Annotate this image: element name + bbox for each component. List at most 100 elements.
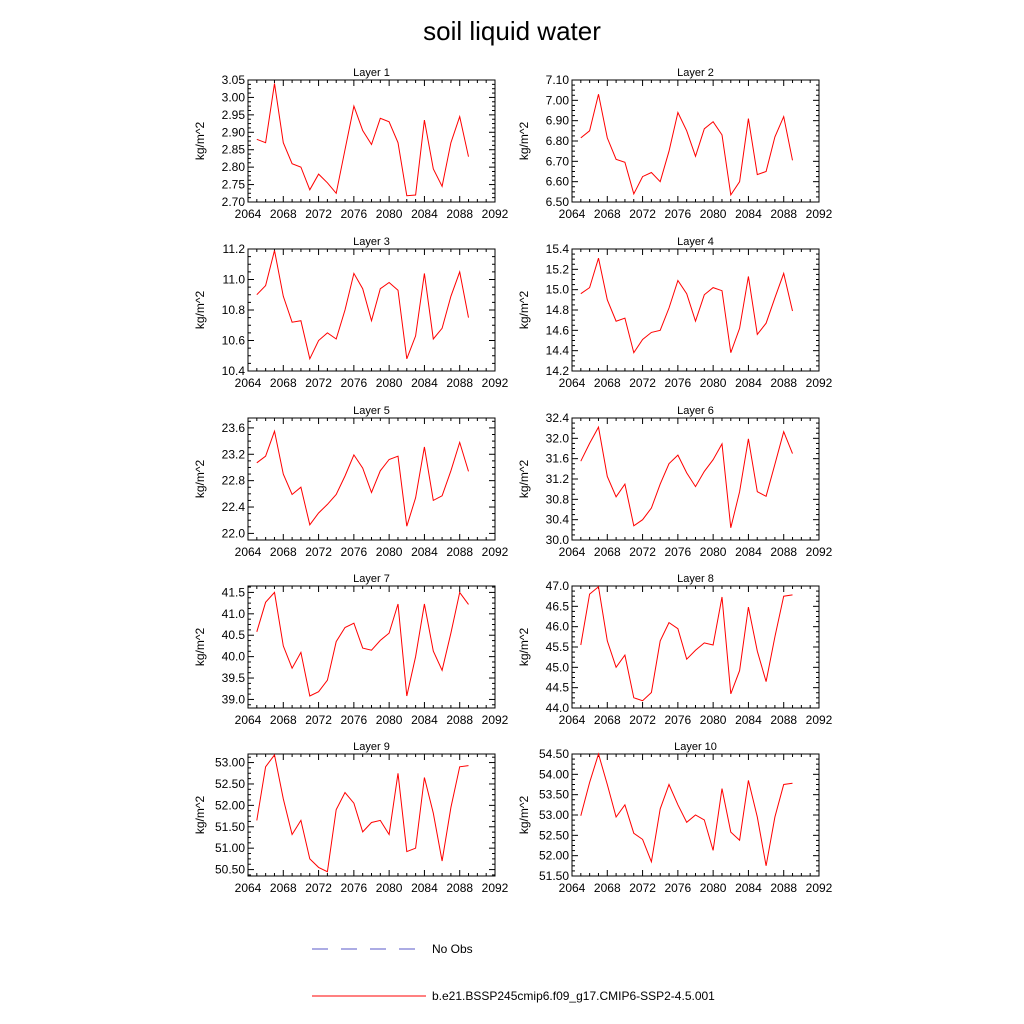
x-tick-label: 2064 [559, 713, 586, 727]
y-tick-label: 54.00 [539, 767, 569, 781]
y-axis-label: kg/m^2 [193, 122, 207, 161]
x-tick-label: 2092 [482, 207, 509, 221]
x-tick-label: 2072 [305, 881, 332, 895]
x-tick-label: 2068 [594, 207, 621, 221]
x-tick-label: 2064 [559, 881, 586, 895]
x-tick-label: 2076 [665, 713, 692, 727]
x-tick-label: 2076 [341, 207, 368, 221]
panel-layer-5: Layer 5 2064 2068 2072 2076 2080 2084 2088 2092 2… [193, 405, 509, 559]
x-tick-label: 2068 [594, 713, 621, 727]
panel-layer-8: Layer 8 2064 2068 2072 2076 2080 2084 2088 2092 4… [517, 573, 833, 727]
y-tick-label: 15.4 [546, 242, 570, 256]
y-tick-label: 7.10 [546, 73, 570, 87]
panel-layer-7: Layer 7 2064 2068 2072 2076 2080 2084 2088 2092 3… [193, 573, 509, 727]
x-tick-label: 2084 [735, 713, 762, 727]
x-tick-label: 2088 [770, 881, 797, 895]
y-tick-label: 6.80 [546, 134, 570, 148]
x-tick-label: 2068 [594, 545, 621, 559]
y-tick-label: 41.0 [222, 607, 246, 621]
y-tick-label: 53.00 [215, 756, 245, 770]
x-tick-label: 2084 [735, 881, 762, 895]
y-tick-label: 51.00 [215, 841, 245, 855]
x-tick-label: 2080 [376, 376, 403, 390]
y-tick-label: 31.2 [546, 472, 570, 486]
y-tick-label: 39.5 [222, 671, 246, 685]
y-tick-label: 2.95 [222, 108, 246, 122]
x-tick-label: 2072 [629, 713, 656, 727]
x-tick-label: 2080 [376, 881, 403, 895]
y-tick-label: 52.00 [539, 849, 569, 863]
x-tick-label: 2092 [482, 713, 509, 727]
series-line [256, 429, 469, 527]
x-tick-label: 2080 [700, 713, 727, 727]
y-tick-label: 11.0 [223, 273, 246, 287]
x-tick-label: 2084 [411, 207, 438, 221]
x-tick-label: 2088 [446, 713, 473, 727]
y-tick-label: 10.6 [222, 334, 246, 348]
x-tick-label: 2064 [235, 545, 262, 559]
x-tick-label: 2088 [770, 713, 797, 727]
x-tick-label: 2064 [559, 545, 586, 559]
series-line [580, 752, 793, 866]
y-axis-label: kg/m^2 [517, 122, 531, 161]
y-axis-label: kg/m^2 [193, 291, 207, 330]
y-tick-label: 22.4 [222, 500, 246, 514]
y-axis-label: kg/m^2 [193, 628, 207, 667]
y-tick-label: 3.00 [222, 90, 246, 104]
y-tick-label: 30.8 [546, 492, 570, 506]
panel-title: Layer 7 [353, 573, 390, 585]
series-line [256, 753, 469, 873]
x-tick-label: 2092 [806, 545, 833, 559]
x-tick-label: 2072 [629, 376, 656, 390]
y-axis-label: kg/m^2 [517, 796, 531, 835]
panel-layer-1: Layer 1 2064 2068 2072 2076 2080 2084 2088 2092 2… [193, 67, 509, 221]
x-tick-label: 2072 [629, 881, 656, 895]
x-tick-label: 2092 [806, 207, 833, 221]
x-tick-label: 2088 [446, 207, 473, 221]
y-tick-label: 44.0 [546, 701, 570, 715]
y-tick-label: 14.2 [546, 364, 570, 378]
y-tick-label: 6.60 [546, 175, 570, 189]
y-tick-label: 51.50 [215, 820, 245, 834]
panel-title: Layer 1 [353, 67, 390, 79]
x-tick-label: 2076 [341, 545, 368, 559]
y-tick-label: 50.50 [215, 863, 245, 877]
panel-layer-4: Layer 4 2064 2068 2072 2076 2080 2084 2088 2092 1… [517, 236, 833, 390]
plot-frame [247, 585, 496, 709]
y-tick-label: 10.8 [222, 303, 246, 317]
y-tick-label: 40.0 [222, 650, 246, 664]
figure-title: soil liquid water [423, 16, 601, 46]
x-tick-label: 2068 [270, 545, 297, 559]
y-tick-label: 45.0 [546, 660, 570, 674]
plot-frame [247, 753, 496, 877]
y-tick-label: 45.5 [546, 640, 570, 654]
y-tick-label: 41.5 [222, 585, 246, 599]
x-tick-label: 2084 [411, 545, 438, 559]
y-tick-label: 53.00 [539, 808, 569, 822]
plot-frame [247, 248, 496, 372]
x-tick-label: 2072 [305, 713, 332, 727]
panel-layer-9: Layer 9 2064 2068 2072 2076 2080 2084 2088 2092 5… [193, 741, 509, 895]
x-tick-label: 2068 [594, 376, 621, 390]
x-tick-label: 2076 [341, 881, 368, 895]
x-tick-label: 2084 [735, 545, 762, 559]
legend-obs-label: No Obs [432, 942, 473, 956]
y-tick-label: 30.0 [546, 533, 570, 547]
x-tick-label: 2064 [235, 713, 262, 727]
x-tick-label: 2088 [446, 545, 473, 559]
y-tick-label: 22.0 [222, 526, 246, 540]
y-tick-label: 23.6 [222, 421, 246, 435]
x-tick-label: 2064 [559, 376, 586, 390]
y-tick-label: 7.00 [546, 93, 570, 107]
x-tick-label: 2080 [700, 881, 727, 895]
y-tick-label: 2.75 [222, 178, 246, 192]
x-tick-label: 2088 [770, 207, 797, 221]
plot-frame [571, 248, 820, 372]
x-tick-label: 2076 [665, 545, 692, 559]
x-tick-label: 2072 [629, 545, 656, 559]
panel-title: Layer 8 [677, 573, 714, 585]
y-tick-label: 51.50 [539, 869, 569, 883]
y-axis-label: kg/m^2 [517, 291, 531, 330]
y-tick-label: 2.80 [222, 160, 246, 174]
y-tick-label: 44.5 [546, 681, 570, 695]
